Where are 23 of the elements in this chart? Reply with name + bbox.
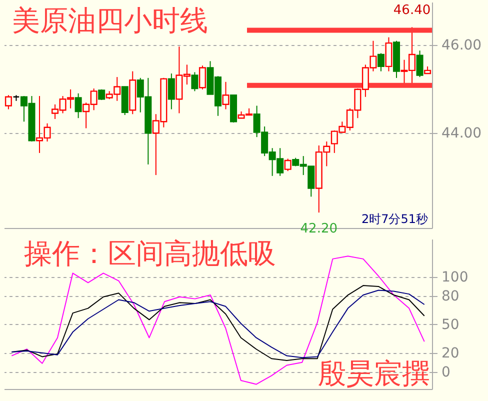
candlestick xyxy=(416,50,424,78)
annotation: 殷昊宸撰 xyxy=(318,359,430,390)
candlestick xyxy=(377,52,384,72)
candlestick xyxy=(168,73,175,110)
y-tick-label: 50 xyxy=(442,316,460,333)
candlestick xyxy=(198,65,206,90)
candlestick xyxy=(284,158,292,172)
chart-title: 美原油四小时线 xyxy=(12,6,208,37)
candlestick xyxy=(385,36,392,72)
candlestick xyxy=(4,94,12,110)
candlestick xyxy=(222,81,230,110)
y-tick-label: 46.00 xyxy=(442,37,482,54)
y-tick-label: 44.00 xyxy=(442,126,482,142)
y-tick-label: 0 xyxy=(442,364,450,380)
annotation: 46.40 xyxy=(393,3,431,18)
annotation: 2时7分51秒 xyxy=(361,212,428,226)
annotation: 操作：区间高抛低吸 xyxy=(24,239,276,270)
y-tick-label: 80 xyxy=(442,288,460,304)
candlestick xyxy=(191,72,198,92)
y-tick-label: 100 xyxy=(442,269,468,286)
annotation: 42.20 xyxy=(300,222,338,237)
candlestick xyxy=(74,92,82,119)
y-tick-label: 20 xyxy=(442,345,460,362)
